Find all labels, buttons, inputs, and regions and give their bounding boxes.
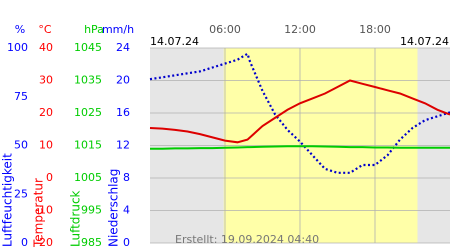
axis-title: Temperatur — [32, 178, 46, 248]
y-tick-label: 985 — [81, 236, 102, 249]
date-right: 14.07.24 — [400, 35, 449, 48]
created-note: Erstellt: 19.09.2024 04:40 — [175, 233, 319, 246]
y-tick-label: 0 — [21, 236, 28, 249]
axis-unit: °C — [38, 23, 52, 36]
y-tick-label: 20 — [39, 106, 53, 119]
y-tick-label: 40 — [39, 41, 53, 54]
y-tick-label: 1015 — [74, 139, 102, 152]
y-tick-label: -10 — [35, 204, 53, 217]
axis-unit: hPa — [84, 23, 104, 36]
y-tick-label: 75 — [14, 90, 28, 103]
date-left: 14.07.24 — [150, 35, 199, 48]
y-tick-label: 995 — [81, 204, 102, 217]
y-tick-label: 8 — [123, 171, 130, 184]
axis-title: Niederschlag — [107, 169, 121, 247]
axis-unit: mm/h — [102, 23, 134, 36]
axis-title: Luftdruck — [69, 190, 83, 247]
x-tick-label: 12:00 — [284, 23, 316, 36]
y-tick-label: -20 — [35, 236, 53, 249]
y-tick-label: 50 — [14, 139, 28, 152]
axis-title: Luftfeuchtigkeit — [1, 153, 15, 247]
y-tick-label: 20 — [116, 74, 130, 87]
y-tick-label: 0 — [123, 236, 130, 249]
y-tick-label: 4 — [123, 204, 130, 217]
y-tick-label: 16 — [116, 106, 130, 119]
y-tick-label: 30 — [39, 74, 53, 87]
y-tick-label: 10 — [39, 139, 53, 152]
y-tick-label: 1005 — [74, 171, 102, 184]
y-tick-label: 24 — [116, 41, 130, 54]
axis-unit: % — [15, 23, 25, 36]
y-tick-label: 1035 — [74, 74, 102, 87]
y-tick-label: 0 — [46, 171, 53, 184]
series-line — [150, 145, 450, 150]
y-tick-label: 100 — [7, 41, 28, 54]
y-tick-label: 1045 — [74, 41, 102, 54]
y-tick-label: 1025 — [74, 106, 102, 119]
y-tick-label: 25 — [14, 187, 28, 200]
y-tick-label: 12 — [116, 139, 130, 152]
x-tick-label: 18:00 — [359, 23, 391, 36]
x-tick-label: 06:00 — [209, 23, 241, 36]
series-line — [149, 79, 450, 144]
